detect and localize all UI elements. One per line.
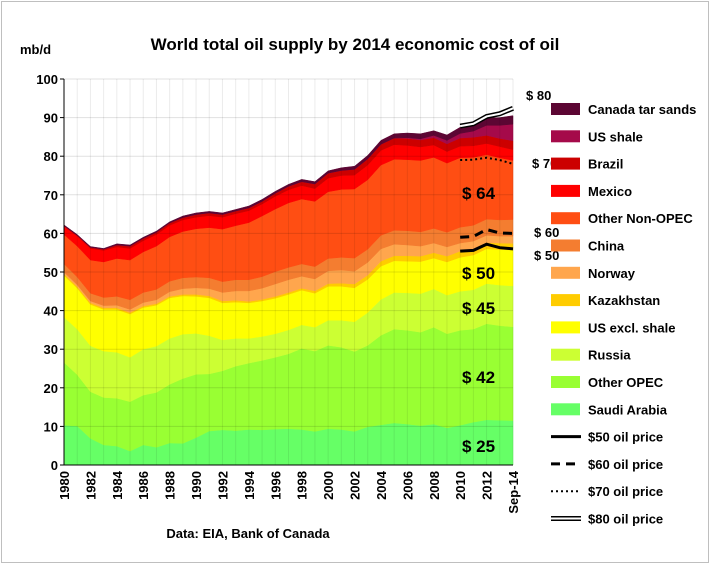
legend-label-4: Other Non-OPEC xyxy=(588,211,693,226)
price-line-label-1: $ 60 xyxy=(534,225,559,240)
x-tick-label-16: 2012 xyxy=(480,471,495,500)
x-tick-label-17: Sep-14 xyxy=(506,470,521,513)
price-line-1 xyxy=(460,227,514,239)
band-price-label-4: $ 64 xyxy=(462,184,496,203)
x-tick-label-9: 1998 xyxy=(295,471,310,500)
legend-swatch-0 xyxy=(551,103,580,115)
band-price-label-3: $ 50 xyxy=(462,264,495,283)
legend-price-label-0: $50 oil price xyxy=(588,430,663,445)
source-note: Data: EIA, Bank of Canada xyxy=(166,526,330,541)
x-tick-label-13: 2006 xyxy=(400,471,415,500)
x-tick-label-14: 2008 xyxy=(427,471,442,500)
x-tick-label-12: 2004 xyxy=(374,470,389,500)
y-tick-label-1: 10 xyxy=(44,419,58,434)
y-tick-label-5: 50 xyxy=(44,265,58,280)
legend-label-8: US excl. shale xyxy=(588,320,675,335)
legend-price-label-3: $80 oil price xyxy=(588,512,663,527)
x-tick-label-11: 2002 xyxy=(348,471,363,500)
x-tick-label-10: 2000 xyxy=(321,471,336,500)
price-line-inner-3 xyxy=(460,107,514,128)
legend-swatch-6 xyxy=(551,266,580,279)
legend-swatch-1 xyxy=(551,130,580,143)
y-tick-label-6: 60 xyxy=(44,226,58,241)
price-line-label-2: $ 70 xyxy=(532,156,557,171)
legend-label-9: Russia xyxy=(588,348,631,363)
x-tick-label-6: 1992 xyxy=(215,471,230,500)
legend-label-10: Other OPEC xyxy=(588,375,664,390)
price-line-label-0: $ 50 xyxy=(534,248,559,263)
legend-swatch-10 xyxy=(551,376,580,388)
legend-swatch-8 xyxy=(551,321,580,334)
legend-swatch-7 xyxy=(551,294,580,307)
x-tick-label-2: 1984 xyxy=(110,470,125,500)
legend-swatch-9 xyxy=(551,348,580,361)
chart-title: World total oil supply by 2014 economic … xyxy=(151,35,560,54)
y-tick-label-7: 70 xyxy=(44,188,58,203)
y-tick-label-9: 90 xyxy=(44,111,58,126)
legend-label-6: Norway xyxy=(588,266,636,281)
x-tick-label-8: 1996 xyxy=(268,471,283,500)
band-price-label-1: $ 42 xyxy=(462,368,495,387)
legend-label-11: Saudi Arabia xyxy=(588,402,668,417)
legend-label-5: China xyxy=(588,239,625,254)
legend-price-label-2: $70 oil price xyxy=(588,484,663,499)
band-price-label-0: $ 25 xyxy=(462,437,495,456)
y-tick-label-2: 20 xyxy=(44,381,58,396)
legend-swatch-3 xyxy=(551,184,580,197)
x-tick-label-7: 1994 xyxy=(242,470,257,500)
price-line-label-3: $ 80 xyxy=(526,88,551,103)
legend-swatch-4 xyxy=(551,212,580,225)
legend-swatch-11 xyxy=(551,403,580,416)
legend-swatch-2 xyxy=(551,157,580,170)
x-tick-label-15: 2010 xyxy=(453,471,468,500)
legend-label-1: US shale xyxy=(588,129,643,144)
legend-label-3: Mexico xyxy=(588,184,632,199)
y-tick-label-4: 40 xyxy=(44,304,58,319)
price-line-2 xyxy=(460,156,514,165)
x-tick-label-3: 1986 xyxy=(136,471,151,500)
x-tick-label-0: 1980 xyxy=(57,471,72,500)
x-tick-label-1: 1982 xyxy=(83,471,98,500)
y-tick-label-0: 0 xyxy=(51,458,58,473)
legend-label-0: Canada tar sands xyxy=(588,102,696,117)
legend-label-2: Brazil xyxy=(588,157,623,172)
area-series-11 xyxy=(63,115,514,250)
y-tick-label-10: 100 xyxy=(36,72,58,87)
y-axis-label: mb/d xyxy=(20,42,51,57)
legend-price-label-1: $60 oil price xyxy=(588,457,663,472)
legend-label-7: Kazakhstan xyxy=(588,293,660,308)
y-tick-label-3: 30 xyxy=(44,342,58,357)
legend: Canada tar sands US shale Brazil Mexico Othe… xyxy=(551,102,696,527)
x-tick-label-4: 1988 xyxy=(163,471,178,500)
legend-swatch-5 xyxy=(551,239,580,252)
price-line-0 xyxy=(460,242,514,253)
band-price-label-2: $ 45 xyxy=(462,299,495,318)
plot-area: 0 10 20 30 40 50 60 70 80 90 100 1980 1982 1984 1986 19… xyxy=(36,72,559,514)
x-tick-label-5: 1990 xyxy=(189,471,204,500)
y-tick-label-8: 80 xyxy=(44,149,58,164)
